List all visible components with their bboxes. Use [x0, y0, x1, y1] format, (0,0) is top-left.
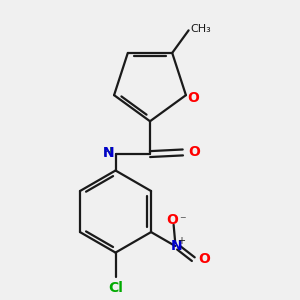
Text: Cl: Cl [108, 281, 123, 295]
Text: ⁻: ⁻ [179, 214, 186, 227]
Text: N: N [171, 239, 183, 253]
Text: CH₃: CH₃ [190, 24, 211, 34]
Text: O: O [187, 91, 199, 105]
Text: O: O [189, 146, 201, 159]
Text: N: N [103, 146, 115, 160]
Text: H: H [103, 146, 112, 159]
Text: O: O [198, 252, 210, 266]
Text: O: O [166, 213, 178, 227]
Text: +: + [177, 236, 185, 246]
